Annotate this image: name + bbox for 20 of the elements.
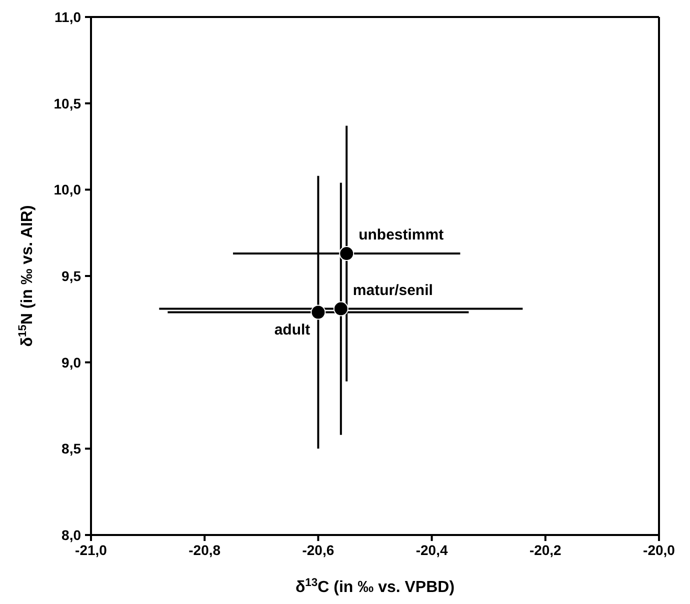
y-tick-label: 9,5 xyxy=(62,268,82,284)
x-tick-label: -20,2 xyxy=(529,542,562,558)
y-tick-label: 10,5 xyxy=(54,95,82,112)
x-tick-label: -21,0 xyxy=(75,542,108,558)
point xyxy=(333,301,348,316)
annotation: matur/senil xyxy=(352,282,433,299)
annotation: adult xyxy=(274,321,310,338)
x-tick-label: -20,6 xyxy=(302,542,334,558)
x-tick-label: -20,4 xyxy=(416,542,448,558)
x-tick-label: -20,0 xyxy=(643,542,676,558)
y-tick-label: 9,0 xyxy=(62,354,82,370)
point xyxy=(310,304,326,320)
x-tick-label: -20,8 xyxy=(188,542,221,558)
point xyxy=(339,246,354,262)
annotation: unbestimmt xyxy=(358,226,444,244)
y-tick-label: 8,5 xyxy=(62,440,82,457)
y-tick-label: 11,0 xyxy=(54,8,82,25)
y-tick-label: 8,0 xyxy=(62,526,82,543)
y-tick-label: 10,0 xyxy=(54,182,82,198)
x-axis-title: δ$^{13}$C (in ‰ vs. VPBD) xyxy=(295,577,455,596)
